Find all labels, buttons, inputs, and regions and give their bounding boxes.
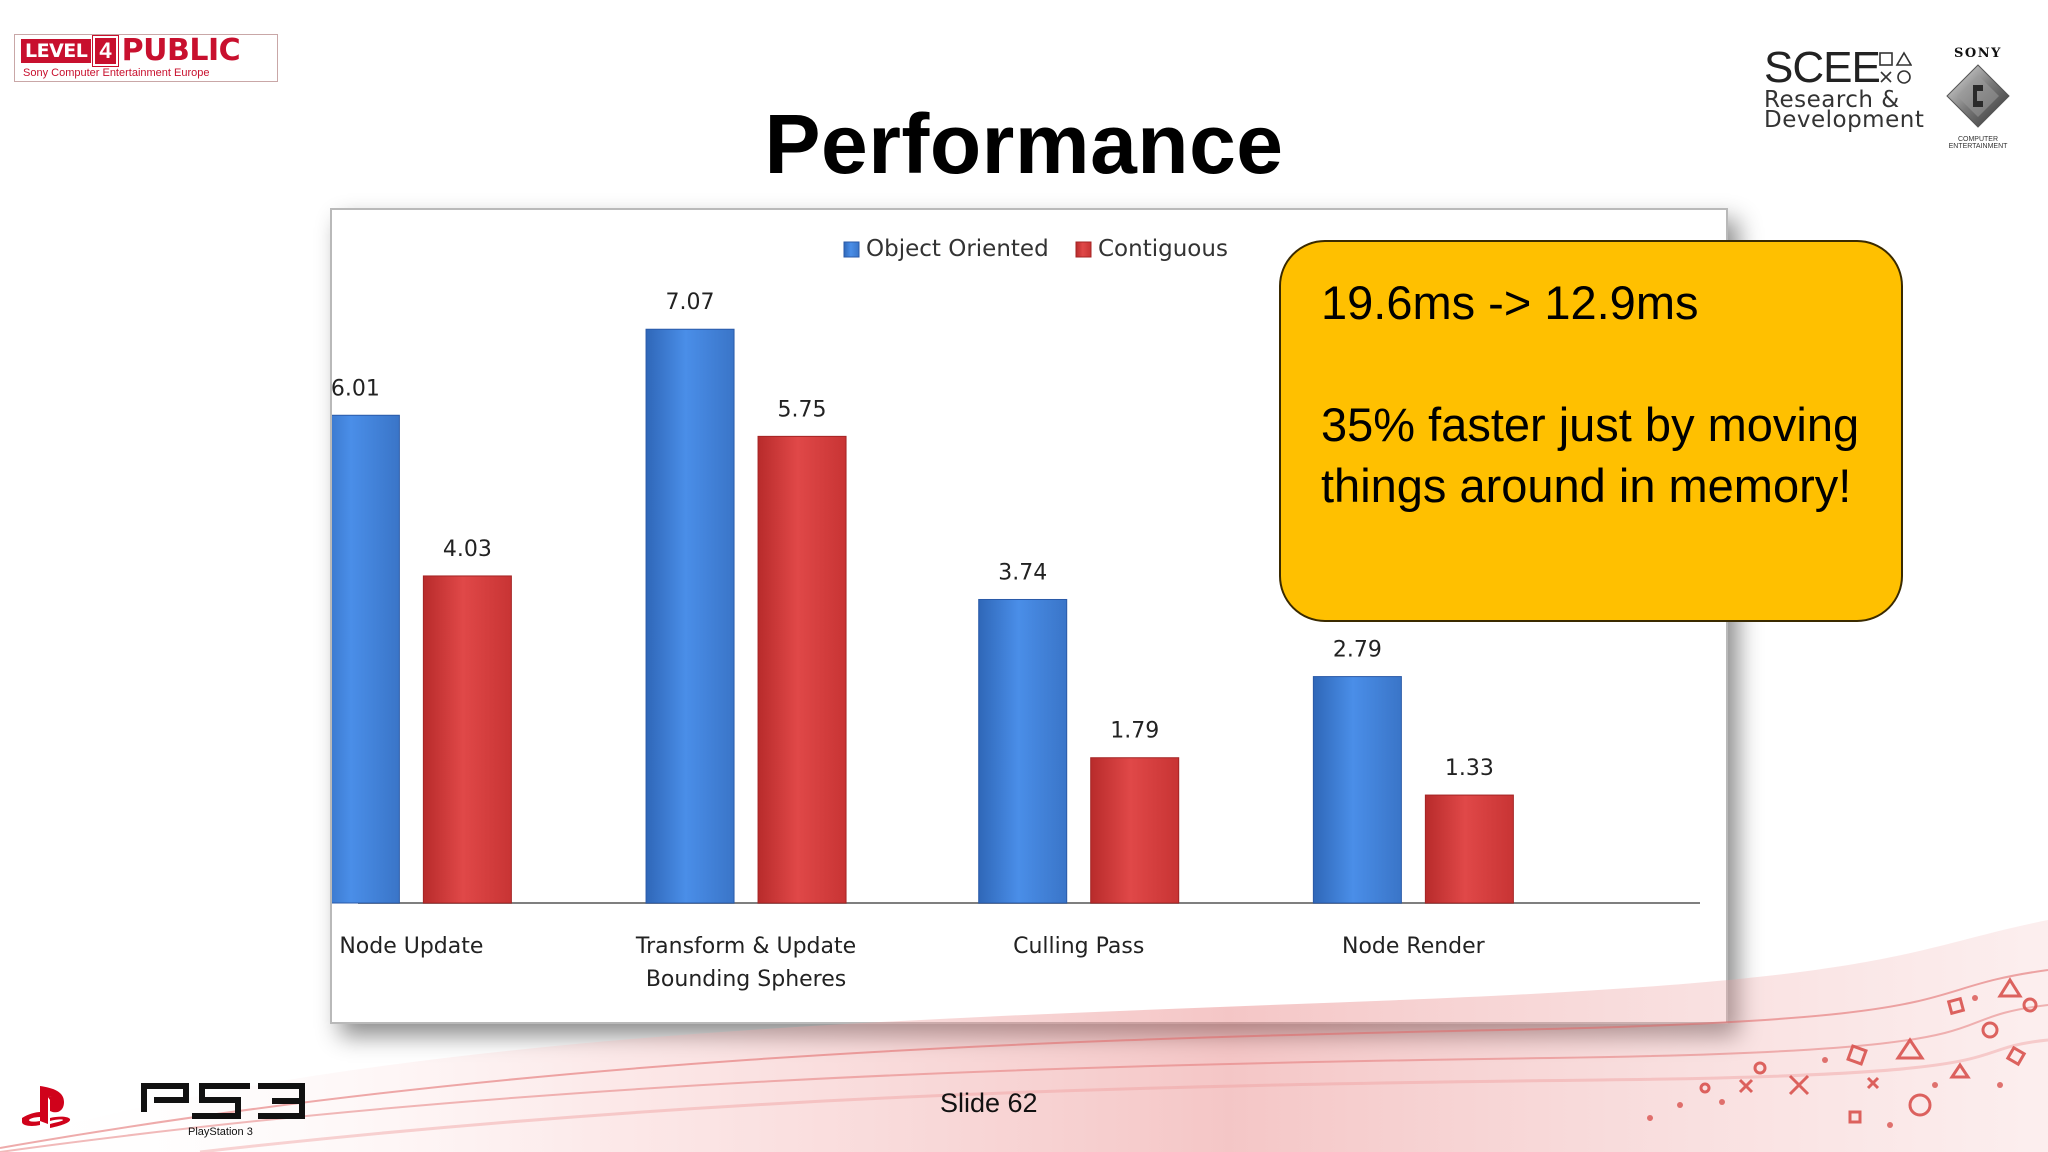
bar-object-oriented-1 <box>645 328 735 904</box>
data-label: 5.75 <box>778 397 827 422</box>
bar-object-oriented-2 <box>978 598 1068 904</box>
scee-logo: SCEE Research & Development <box>1764 43 1925 133</box>
footer-decoration <box>0 920 2048 1152</box>
badge-level-text: LEVEL <box>21 39 92 63</box>
legend-entry: Contiguous <box>1098 236 1228 262</box>
callout-timing: 19.6ms -> 12.9ms <box>1321 276 1699 329</box>
playstation-symbols-icon <box>1879 51 1912 84</box>
bar-contiguous-2 <box>1090 757 1180 904</box>
data-label: 2.79 <box>1333 638 1382 663</box>
legend: Object Oriented Contiguous <box>843 236 1228 262</box>
badge-public-text: PUBLIC <box>121 33 241 68</box>
sony-logo: SONY COMPUTER ENTERTAINMENT <box>1940 46 2016 150</box>
scee-logo-line2: Development <box>1764 107 1925 133</box>
sony-wordmark: SONY <box>1954 46 2002 61</box>
bar-contiguous-0 <box>422 575 512 904</box>
data-label: 4.03 <box>443 537 492 562</box>
playstation-logo-icon <box>22 1086 71 1128</box>
data-label: 3.74 <box>998 560 1047 585</box>
data-label: 1.33 <box>1445 756 1494 781</box>
badge-subtitle: Sony Computer Entertainment Europe <box>23 67 210 79</box>
callout-box: 19.6ms -> 12.9ms 35% faster just by movi… <box>1279 240 1903 622</box>
legend-entry: Object Oriented <box>866 236 1049 262</box>
ps3-label: PlayStation 3 <box>188 1126 253 1138</box>
bar-chart: 6.01 4.03 Node Update 7.07 5.75 Transform & U… <box>332 236 1700 992</box>
category-label: Bounding Spheres <box>646 967 846 992</box>
bar-contiguous-3 <box>1424 794 1514 904</box>
category-label: Node Render <box>1342 934 1486 959</box>
level4-public-badge: LEVEL 4 PUBLIC Sony Computer Entertainme… <box>14 34 278 82</box>
sony-subtitle: COMPUTER ENTERTAINMENT <box>1948 136 2008 150</box>
slide-number: Slide 62 <box>940 1088 1038 1118</box>
data-label: 7.07 <box>666 290 715 315</box>
bar-contiguous-1 <box>757 435 847 904</box>
bar-object-oriented-0 <box>332 414 400 904</box>
legend-swatch <box>843 241 860 258</box>
sony-diamond-icon <box>1946 64 2010 128</box>
data-label: 1.79 <box>1110 719 1159 744</box>
page-title: Performance <box>764 97 1284 191</box>
callout-message: 35% faster just by moving things around … <box>1321 398 1860 512</box>
scee-logo-text: SCEE <box>1764 43 1881 92</box>
bar-object-oriented-3 <box>1312 676 1402 904</box>
ps3-logo: PlayStation 3 <box>140 1078 310 1138</box>
badge-number: 4 <box>92 35 119 67</box>
data-label: 6.01 <box>332 376 380 401</box>
category-label: Culling Pass <box>1013 934 1144 959</box>
ps3-wordmark-icon <box>141 1083 305 1119</box>
legend-swatch <box>1075 241 1092 258</box>
category-label: Node Update <box>339 934 483 959</box>
scee-logo-line1: Research & <box>1764 87 1900 113</box>
category-label: Transform & Update <box>635 934 856 959</box>
